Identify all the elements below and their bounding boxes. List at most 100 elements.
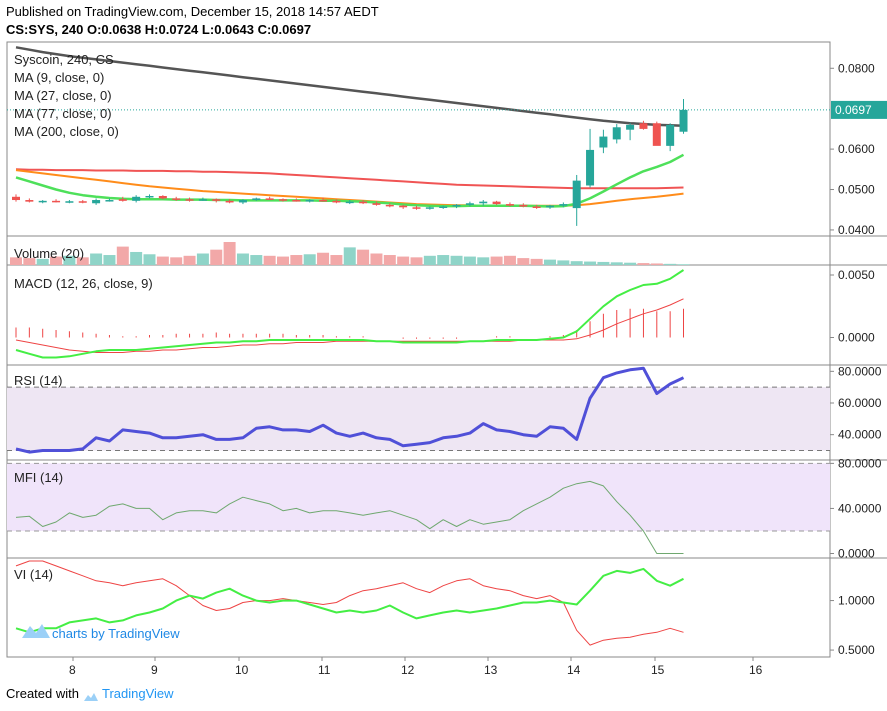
footer-brand[interactable]: TradingView (102, 686, 174, 701)
vi-minus-line (15, 560, 684, 646)
candle (292, 200, 301, 202)
volume-pane-title: Volume (20) (14, 246, 84, 261)
volume-bar (517, 258, 530, 265)
volume-bar (664, 263, 677, 265)
volume-bar (23, 258, 36, 265)
candle (238, 200, 247, 203)
candle (279, 199, 287, 201)
candle (519, 204, 528, 207)
volume-bar (317, 252, 330, 265)
open-value: 0.0638 (101, 22, 142, 37)
last-price-badge (831, 100, 887, 119)
time-tick-label: 16 (749, 663, 763, 677)
time-tick-label: 11 (318, 663, 331, 677)
volume-bar (196, 253, 209, 265)
rsi-tick-label: 80.0000 (838, 364, 882, 378)
volume-bar (116, 246, 129, 265)
price-pane-title: Syscoin, 240, CS (14, 52, 114, 67)
candle (412, 207, 421, 209)
price-tick-label: 0.0400 (838, 223, 875, 237)
price-tick-label: 0.0500 (838, 183, 875, 197)
candle (212, 199, 221, 201)
mfi-tick-label: 80.0000 (838, 456, 882, 470)
volume-bar (330, 255, 343, 265)
volume-bar (263, 255, 276, 265)
candle (158, 195, 167, 199)
published-caption: Published on TradingView.com, December 1… (6, 4, 379, 19)
candle (305, 200, 314, 202)
volume-bar (10, 257, 22, 265)
rsi-tick-label: 40.0000 (838, 428, 882, 442)
last-price-label: 0.0697 (835, 103, 872, 117)
volume-bar (76, 257, 89, 265)
candle (385, 204, 394, 207)
candle (12, 196, 20, 201)
close-label: C: (257, 22, 272, 37)
volume-bar (450, 255, 463, 265)
high-value: 0.0724 (158, 22, 199, 37)
volume-bar (490, 256, 503, 265)
volume-bar (250, 255, 263, 265)
ma200-line (15, 46, 684, 127)
volume-bar (50, 256, 63, 265)
time-tick-label: 10 (235, 663, 249, 677)
candle (145, 195, 154, 198)
volume-bar (63, 255, 76, 265)
ohlc-line: CS:SYS, 240 O:0.0638 H:0.0724 L:0.0643 C… (6, 22, 311, 37)
low-label: L: (201, 22, 215, 37)
candle (225, 200, 234, 203)
volume-bar (677, 264, 690, 265)
time-tick-label: 15 (651, 663, 665, 677)
candle (65, 201, 74, 203)
rsi-line (15, 366, 685, 454)
price-tick-label: 0.0600 (838, 142, 875, 156)
volume-bar (183, 255, 196, 265)
vi-plus-line (15, 567, 684, 634)
candle (599, 136, 608, 148)
time-tick-label: 8 (69, 663, 76, 677)
macd-pane-title: MACD (12, 26, close, 9) (14, 276, 153, 291)
candle (372, 203, 381, 205)
tradingview-watermark: charts by TradingView (22, 624, 180, 641)
volume-bar (277, 256, 289, 265)
volume-bar (103, 255, 116, 265)
candle (452, 204, 461, 207)
volume-bar (530, 258, 543, 265)
candle (439, 206, 448, 208)
volume-bar (383, 255, 396, 265)
volume-bar (650, 263, 663, 265)
volume-bar (370, 253, 383, 265)
candle (52, 200, 61, 203)
low-value: 0.0643 (214, 22, 254, 37)
ma77-line (15, 168, 684, 190)
macd-tick-label: 0.0050 (838, 268, 875, 282)
volume-bar (130, 251, 143, 265)
ma-legend-item: MA (27, close, 0) (14, 88, 112, 103)
macd-tick-label: 0.0000 (838, 331, 875, 345)
candle (25, 200, 34, 202)
time-tick-label: 14 (567, 663, 581, 677)
candle (652, 123, 661, 146)
volume-bar (290, 255, 303, 265)
high-label: H: (144, 22, 159, 37)
candle (185, 199, 194, 201)
volume-bar (477, 257, 490, 265)
volume-bar (397, 256, 410, 265)
open-label: O: (86, 22, 102, 37)
tradingview-logo-icon (83, 690, 99, 701)
candle (399, 205, 408, 208)
mfi-band (7, 463, 830, 531)
candle (198, 199, 207, 201)
candle (679, 109, 688, 132)
candle (359, 201, 368, 204)
volume-bar (357, 249, 370, 265)
volume-bar (423, 255, 436, 265)
volume-bar (544, 259, 556, 265)
ma-legend-item: MA (200, close, 0) (14, 124, 119, 139)
candle (38, 200, 47, 203)
volume-bar (156, 256, 169, 265)
candle (132, 196, 141, 201)
candle (492, 201, 501, 205)
mfi-tick-label: 0.0000 (838, 546, 875, 560)
